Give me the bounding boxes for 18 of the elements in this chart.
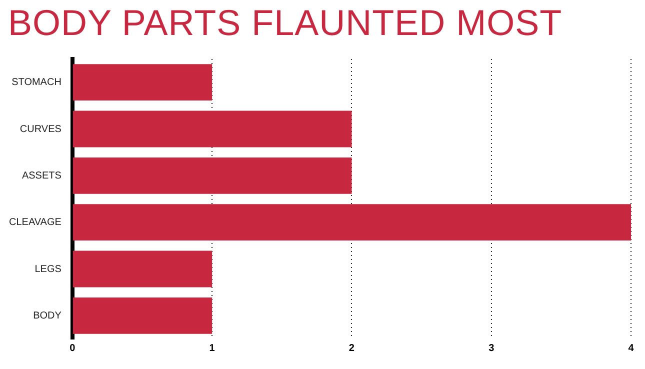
x-tick-label: 1	[209, 342, 216, 354]
x-tick-label: 0	[70, 342, 76, 354]
bar	[72, 110, 352, 148]
y-tick-label: BODY	[33, 310, 62, 322]
bar	[72, 157, 352, 194]
x-tick-label: 3	[488, 342, 495, 354]
x-tick-label: 4	[628, 342, 634, 354]
y-tick-label: CLEAVAGE	[8, 217, 62, 228]
y-tick-label: STOMACH	[12, 77, 62, 88]
y-tick-label: ASSETS	[22, 170, 62, 182]
y-tick-label: LEGS	[34, 264, 62, 275]
bar	[72, 64, 212, 101]
bar	[72, 204, 631, 241]
bar	[72, 250, 212, 288]
bar	[72, 297, 212, 334]
chart-title: BODY PARTS FLAUNTED MOST	[7, 1, 564, 45]
x-tick-label: 2	[348, 342, 355, 354]
y-tick-label: CURVES	[20, 124, 62, 135]
